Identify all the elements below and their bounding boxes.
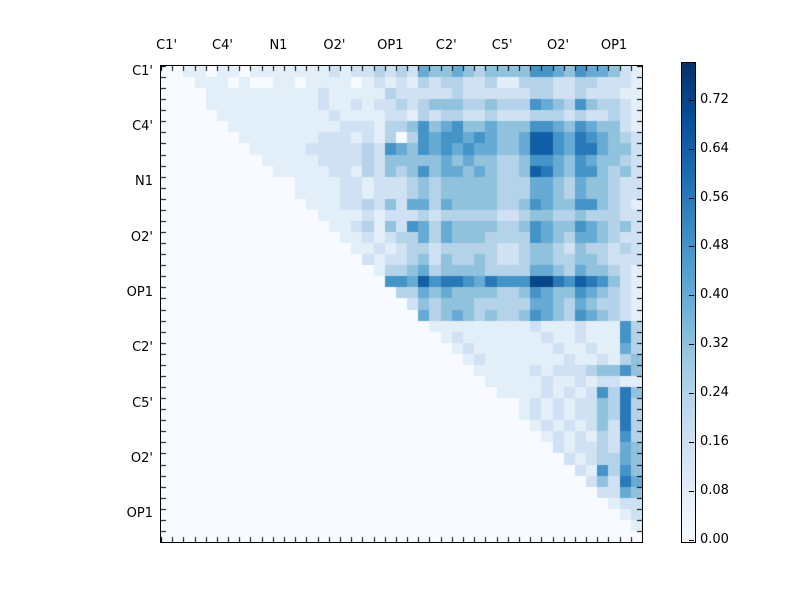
colorbar-tick-label: 0.56	[700, 190, 729, 205]
y-axis-label: C4'	[132, 118, 153, 134]
x-axis-label: C4'	[212, 38, 233, 53]
y-axis-label: OP1	[126, 506, 153, 522]
x-axis-label: OP1	[600, 38, 628, 53]
x-axis-label: OP1	[377, 38, 404, 53]
colorbar-tick-label: 0.64	[700, 141, 729, 156]
heatmap-canvas	[161, 66, 642, 542]
colorbar-gradient	[682, 63, 695, 542]
y-axis-label: C1'	[132, 63, 153, 79]
colorbar-tick	[689, 198, 694, 199]
y-axis-label: O2'	[130, 450, 153, 466]
colorbar-tick-label: 0.16	[700, 434, 729, 449]
x-axis-label: C5'	[491, 38, 513, 53]
colorbar-tick-label: 0.08	[700, 483, 729, 498]
colorbar-tick	[689, 491, 694, 492]
x-axis-label: O2'	[323, 38, 346, 53]
colorbar-tick-label: 0.72	[700, 92, 729, 107]
x-axis-label: O2'	[547, 38, 570, 53]
y-axis-label: C5'	[132, 395, 153, 411]
y-axis-label: O2'	[130, 229, 153, 245]
y-axis-label: C2'	[132, 340, 153, 356]
colorbar-tick	[689, 442, 694, 443]
x-axis-label: N1	[269, 38, 288, 53]
colorbar-tick-label: 0.32	[700, 336, 729, 351]
y-axis-label: OP1	[126, 284, 153, 300]
colorbar-tick	[689, 295, 694, 296]
x-axis-label: C2'	[435, 38, 457, 53]
colorbar-tick-label: 0.40	[700, 287, 729, 302]
colorbar-tick-label: 0.00	[700, 532, 729, 547]
colorbar-tick	[689, 393, 694, 394]
heatmap-plot	[160, 65, 643, 543]
colorbar-tick	[689, 100, 694, 101]
y-axis-label: N1	[135, 174, 153, 190]
colorbar-tick	[689, 149, 694, 150]
colorbar	[681, 62, 696, 543]
colorbar-tick	[689, 540, 694, 541]
colorbar-tick	[689, 246, 694, 247]
colorbar-tick	[689, 344, 694, 345]
x-axis-label: C1'	[156, 38, 178, 53]
colorbar-tick-label: 0.48	[700, 238, 729, 253]
colorbar-tick-label: 0.24	[700, 385, 729, 400]
